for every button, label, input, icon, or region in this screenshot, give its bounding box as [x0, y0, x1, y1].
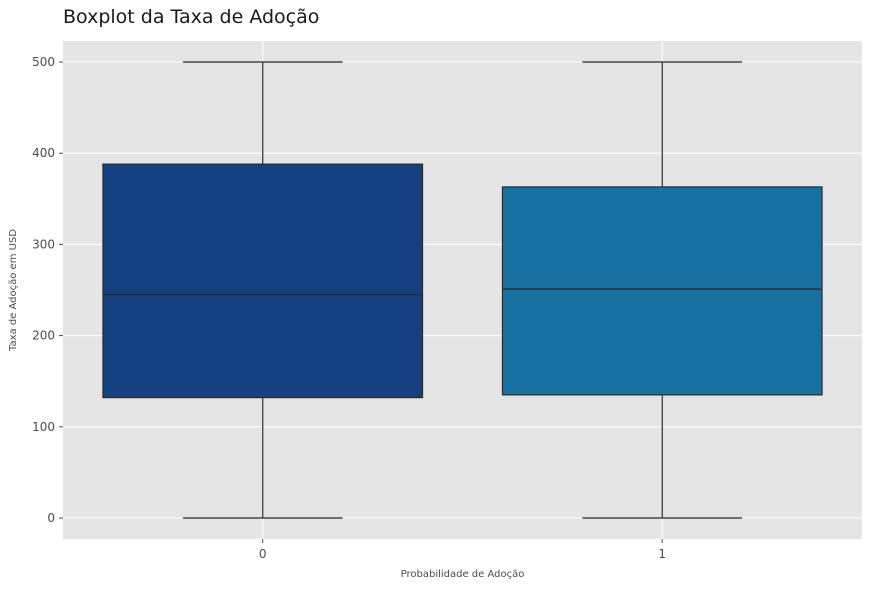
x-tick-label: 1 [658, 547, 666, 561]
y-tick-label: 400 [32, 146, 55, 160]
x-tick-label: 0 [259, 547, 267, 561]
box-iqr [501, 186, 823, 396]
x-axis-label: Probabilidade de Adoção [401, 569, 525, 580]
boxes [102, 61, 823, 519]
box-iqr [102, 163, 424, 399]
y-tick-label: 300 [32, 237, 55, 251]
y-tick-label: 500 [32, 55, 55, 69]
axes: 0 100 200 300 400 500 0 1 [32, 55, 666, 561]
box-group-1 [501, 61, 823, 519]
chart-title: Boxplot da Taxa de Adoção [63, 6, 320, 28]
y-tick-label: 200 [32, 329, 55, 343]
y-tick-label: 0 [47, 511, 55, 525]
y-tick-label: 100 [32, 420, 55, 434]
box-group-0 [102, 61, 424, 519]
y-axis-label: Taxa de Adoção em USD [8, 229, 19, 352]
